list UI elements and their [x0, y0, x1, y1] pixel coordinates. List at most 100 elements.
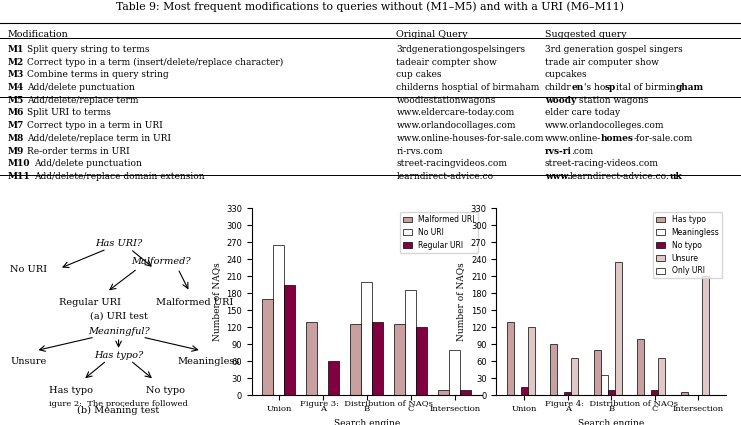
- Text: en: en: [571, 83, 584, 92]
- Text: cup cakes: cup cakes: [396, 70, 442, 79]
- Text: www.online-houses-for-sale.com: www.online-houses-for-sale.com: [396, 134, 544, 143]
- Text: www.orlandocollages.com: www.orlandocollages.com: [396, 121, 516, 130]
- Bar: [362, 282, 372, 395]
- Bar: [615, 262, 622, 395]
- Bar: [460, 390, 471, 395]
- Text: ital of birmin: ital of birmin: [617, 83, 676, 92]
- Text: www.orlandocolleges.com: www.orlandocolleges.com: [545, 121, 664, 130]
- Text: Combine terms in query string: Combine terms in query string: [27, 70, 169, 79]
- Text: M2: M2: [7, 58, 24, 67]
- Text: Malformed?: Malformed?: [131, 257, 191, 266]
- Bar: [637, 339, 645, 395]
- Text: No typo: No typo: [147, 386, 185, 395]
- Text: M4: M4: [7, 83, 24, 92]
- Bar: [372, 322, 383, 395]
- Text: Suggested query: Suggested query: [545, 30, 626, 39]
- Text: childr: childr: [545, 83, 571, 92]
- Text: elder care today: elder care today: [545, 108, 619, 117]
- Text: childerns hosptial of birmaham: childerns hosptial of birmaham: [396, 83, 539, 92]
- Text: Split query string to terms: Split query string to terms: [27, 45, 150, 54]
- Text: Has typo?: Has typo?: [94, 351, 143, 360]
- Text: ri-rvs.com: ri-rvs.com: [396, 147, 443, 156]
- Text: -for-sale.com: -for-sale.com: [634, 134, 693, 143]
- Bar: [681, 392, 688, 395]
- Text: M10: M10: [7, 159, 30, 168]
- Text: gham: gham: [676, 83, 704, 92]
- Text: (a) URI test: (a) URI test: [90, 312, 147, 320]
- Text: Add/delete punctuation: Add/delete punctuation: [27, 83, 136, 92]
- Text: igure 2:  The procedure followed: igure 2: The procedure followed: [49, 400, 188, 408]
- Legend: Malformed URI, No URI, Regular URI: Malformed URI, No URI, Regular URI: [400, 212, 478, 253]
- Bar: [405, 290, 416, 395]
- Legend: Has typo, Meaningless, No typo, Unsure, Only URI: Has typo, Meaningless, No typo, Unsure, …: [654, 212, 722, 278]
- Bar: [306, 322, 317, 395]
- Bar: [416, 327, 428, 395]
- Bar: [571, 358, 578, 395]
- Text: www.online-: www.online-: [545, 134, 601, 143]
- Text: Meaningless: Meaningless: [178, 357, 240, 366]
- Text: Add/delete punctuation: Add/delete punctuation: [33, 159, 142, 168]
- Bar: [651, 390, 658, 395]
- Text: woody: woody: [545, 96, 576, 105]
- Bar: [507, 322, 514, 395]
- Text: tadeair compter show: tadeair compter show: [396, 58, 497, 67]
- X-axis label: Search engine: Search engine: [333, 419, 400, 425]
- Text: Add/delete/replace domain extension: Add/delete/replace domain extension: [34, 172, 205, 181]
- Text: Re-order terms in URI: Re-order terms in URI: [27, 147, 130, 156]
- Text: Split URI to terms: Split URI to terms: [27, 108, 111, 117]
- Text: Original Query: Original Query: [396, 30, 468, 39]
- Text: Modification: Modification: [7, 30, 68, 39]
- Bar: [521, 387, 528, 395]
- Bar: [262, 299, 273, 395]
- Text: www.: www.: [545, 172, 571, 181]
- Text: M9: M9: [7, 147, 24, 156]
- Bar: [438, 390, 449, 395]
- Text: Has typo: Has typo: [49, 386, 93, 395]
- Text: street-racing-videos.com: street-racing-videos.com: [545, 159, 659, 168]
- Text: learndirect-advice.co: learndirect-advice.co: [396, 172, 494, 181]
- Text: trade air computer show: trade air computer show: [545, 58, 659, 67]
- Bar: [608, 390, 615, 395]
- Text: Figure 3:  Distribution of NAQs: Figure 3: Distribution of NAQs: [300, 400, 433, 408]
- Text: 's ho: 's ho: [584, 83, 605, 92]
- Text: cupcakes: cupcakes: [545, 70, 588, 79]
- Bar: [285, 285, 296, 395]
- Bar: [565, 392, 571, 395]
- Text: M5: M5: [7, 96, 24, 105]
- Y-axis label: Number of NAQs: Number of NAQs: [456, 262, 465, 341]
- Text: M6: M6: [7, 108, 24, 117]
- Text: Figure 4:  Distribution of NAQs: Figure 4: Distribution of NAQs: [545, 400, 678, 408]
- Text: .com: .com: [571, 147, 594, 156]
- Text: Table 9: Most frequent modifications to queries without (M1–M5) and with a URI (: Table 9: Most frequent modifications to …: [116, 2, 625, 12]
- Text: M3: M3: [7, 70, 24, 79]
- Y-axis label: Number of NAQs: Number of NAQs: [212, 262, 221, 341]
- Text: woodiestationwagons: woodiestationwagons: [396, 96, 496, 105]
- Bar: [594, 350, 601, 395]
- Text: (b) Meaning test: (b) Meaning test: [78, 405, 159, 414]
- Bar: [449, 350, 460, 395]
- Bar: [658, 358, 665, 395]
- Bar: [328, 361, 339, 395]
- Bar: [350, 324, 362, 395]
- Bar: [551, 344, 557, 395]
- Text: M8: M8: [7, 134, 24, 143]
- Bar: [702, 276, 709, 395]
- Text: Regular URI: Regular URI: [59, 298, 121, 307]
- Text: rvs-ri: rvs-ri: [545, 147, 571, 156]
- Text: Add/delete/replace term in URI: Add/delete/replace term in URI: [27, 134, 171, 143]
- Text: Malformed URI: Malformed URI: [156, 298, 233, 307]
- Text: 3rdgenerationgospelsingers: 3rdgenerationgospelsingers: [396, 45, 525, 54]
- Text: Unsure: Unsure: [10, 357, 47, 366]
- Text: No URI: No URI: [10, 265, 47, 274]
- Text: Correct typo in a term in URI: Correct typo in a term in URI: [27, 121, 163, 130]
- Text: uk: uk: [670, 172, 683, 181]
- Text: M1: M1: [7, 45, 24, 54]
- Bar: [601, 375, 608, 395]
- Text: learndirect-advice.co.: learndirect-advice.co.: [571, 172, 670, 181]
- Bar: [528, 327, 535, 395]
- Bar: [394, 324, 405, 395]
- Text: Meaningful?: Meaningful?: [87, 327, 150, 336]
- Text: M11: M11: [7, 172, 30, 181]
- X-axis label: Search engine: Search engine: [578, 419, 645, 425]
- Text: street-racingvideos.com: street-racingvideos.com: [396, 159, 508, 168]
